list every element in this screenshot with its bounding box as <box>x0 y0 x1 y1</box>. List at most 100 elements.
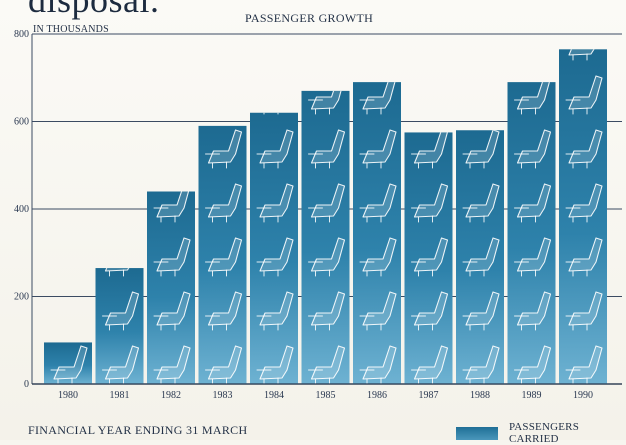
seat-icon <box>259 345 294 380</box>
bar <box>301 90 350 384</box>
x-tick-label: 1985 <box>316 390 336 401</box>
x-tick-label: 1988 <box>470 390 490 401</box>
seat-icon-detail <box>359 153 382 169</box>
seat-icon-detail <box>359 207 382 223</box>
seat-icon <box>104 268 130 272</box>
seat-icon-detail <box>205 369 227 384</box>
seat-icon <box>156 291 191 326</box>
seat-icon-detail <box>256 369 279 384</box>
seat-pattern <box>565 49 603 384</box>
seat-icon-detail <box>263 112 279 115</box>
y-tick-label: 200 <box>14 292 29 303</box>
seat-icon-detail <box>514 369 536 384</box>
x-tick-label: 1984 <box>264 390 284 401</box>
seat-pattern <box>514 82 552 384</box>
bar-group <box>44 342 92 384</box>
x-tick-label: 1987 <box>419 390 439 401</box>
seat-icon <box>362 345 397 380</box>
seat-icon-detail <box>565 153 588 169</box>
seat-icon-detail <box>153 369 176 384</box>
seat-icon <box>207 129 243 164</box>
header-text-fragment: disposal. <box>28 0 160 20</box>
seat-icon <box>568 183 603 218</box>
bar <box>404 132 453 384</box>
seat-icon-detail <box>102 315 124 331</box>
seat-icon <box>413 132 448 164</box>
seat-icon-detail <box>514 315 536 331</box>
seat-icon <box>516 291 552 326</box>
bar <box>44 342 92 384</box>
seat-icon <box>568 129 603 164</box>
seat-pattern <box>308 90 346 384</box>
seat-icon-detail <box>462 207 485 223</box>
seat-icon <box>156 191 190 218</box>
seat-icon <box>207 183 243 218</box>
bar-group <box>507 82 556 384</box>
seat-icon <box>568 291 603 326</box>
seat-icon-detail <box>50 369 73 384</box>
seat-icon-detail <box>462 369 485 384</box>
seat-icon <box>207 345 243 380</box>
seat-icon <box>413 345 449 380</box>
y-tick-label: 800 <box>14 29 29 40</box>
seat-icon-detail <box>411 207 433 223</box>
seat-icon-detail <box>205 261 227 277</box>
legend: PASSENGERS CARRIED <box>456 421 626 445</box>
seat-pattern <box>359 82 397 384</box>
seat-icon-detail <box>359 315 382 331</box>
seat-icon <box>207 291 243 326</box>
x-axis-title: FINANCIAL YEAR ENDING 31 MARCH <box>28 423 248 437</box>
seat-icon <box>568 237 603 272</box>
seat-icon <box>310 291 346 326</box>
seat-pattern <box>153 191 191 384</box>
seat-icon-detail <box>462 153 485 169</box>
seat-icon-detail <box>308 315 330 331</box>
seat-icon <box>156 237 191 272</box>
bar-group <box>559 49 607 384</box>
bar <box>507 82 556 384</box>
y-tick-label: 600 <box>14 117 29 128</box>
seat-icon <box>310 90 342 110</box>
seat-icon <box>516 183 552 218</box>
seat-icon-detail <box>572 53 588 61</box>
seat-icon <box>104 345 140 380</box>
seat-icon-detail <box>411 153 433 169</box>
seat-icon-detail <box>256 207 279 223</box>
seat-icon <box>362 129 397 164</box>
seat-icon-detail <box>514 99 536 115</box>
seat-icon <box>260 76 293 109</box>
seat-icon <box>413 291 449 326</box>
seat-pattern <box>205 129 243 384</box>
seat-icon-detail <box>462 261 485 277</box>
bar <box>250 112 298 384</box>
x-tick-label: 1989 <box>522 390 542 401</box>
seat-pattern <box>102 268 140 384</box>
seat-icon <box>465 345 500 380</box>
seat-icon-detail <box>308 153 330 169</box>
seat-icon <box>465 237 500 272</box>
seat-icon-detail <box>153 315 176 331</box>
seat-icon <box>465 291 500 326</box>
x-tick-label: 1980 <box>58 390 78 401</box>
x-tick-label: 1986 <box>367 390 387 401</box>
seat-icon-detail <box>514 153 536 169</box>
seat-icon <box>413 183 449 218</box>
seat-icon-detail <box>514 207 536 223</box>
seat-icon <box>259 237 294 272</box>
seat-icon <box>53 345 88 380</box>
seat-icon-detail <box>565 261 588 277</box>
seat-icon <box>516 237 552 272</box>
seat-icon <box>465 183 500 218</box>
seat-icon <box>568 75 603 110</box>
seat-icon <box>104 291 140 326</box>
seat-icon-detail <box>153 261 176 277</box>
y-axis-unit-label: IN THOUSANDS <box>33 24 109 35</box>
seat-icon-detail <box>205 315 227 331</box>
seat-icon-detail <box>359 99 382 115</box>
seat-icon-detail <box>256 153 279 169</box>
seat-icon-detail <box>411 315 433 331</box>
seat-icon-detail <box>205 153 227 169</box>
bar-group <box>250 76 298 384</box>
seat-icon <box>516 129 552 164</box>
